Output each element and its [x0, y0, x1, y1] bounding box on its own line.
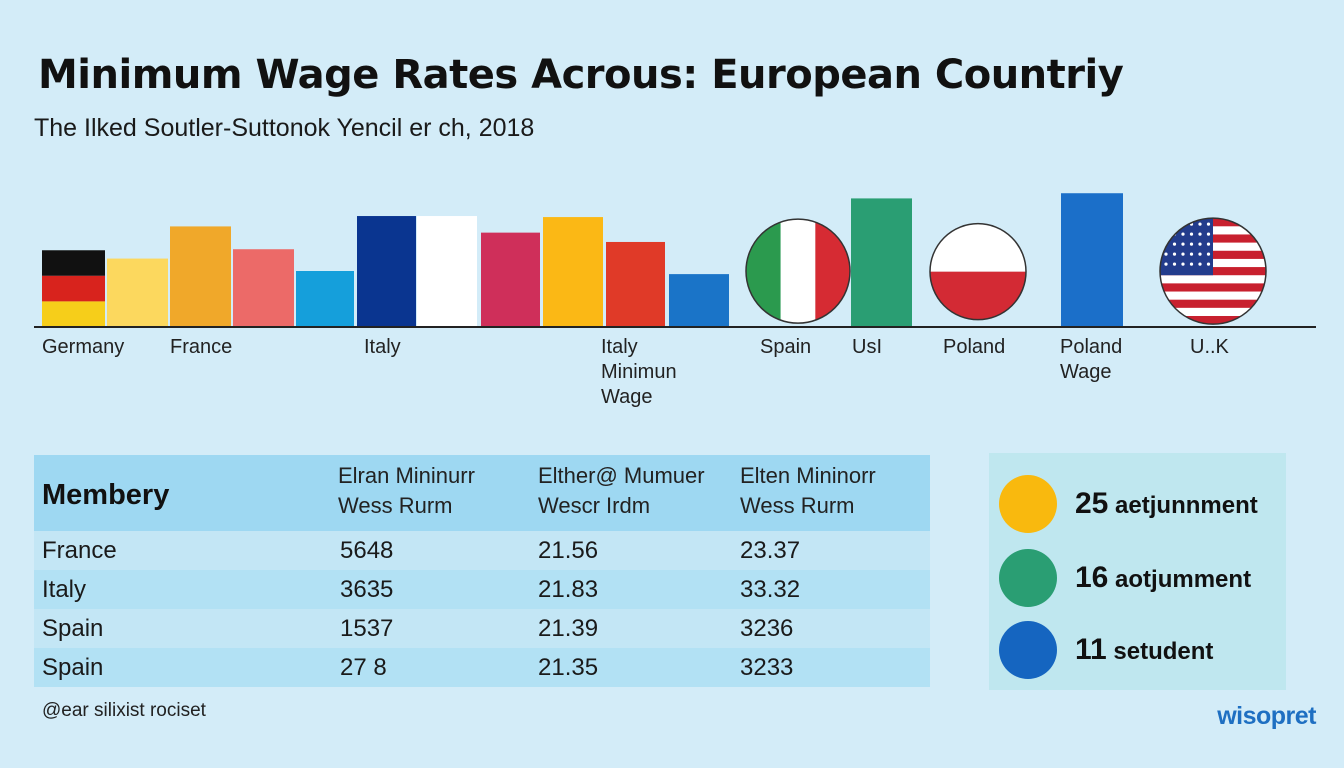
bar-1	[42, 250, 105, 327]
legend-panel: 25 aetjunnment 16 aotjumment 11 setudent	[989, 453, 1286, 690]
table-cell: Spain	[42, 654, 104, 681]
table-cell: 21.56	[538, 537, 599, 564]
bar-8	[481, 232, 540, 327]
legend-item: 11 setudent	[999, 621, 1279, 681]
table-cell: 3236	[740, 615, 794, 642]
table-header-col-1: Elran Mininurr Wess Rurm	[338, 463, 475, 518]
bar-2	[107, 258, 168, 327]
category-label-1: Germany	[42, 336, 125, 358]
table-cell: 3233	[740, 654, 794, 681]
bar-16	[1159, 217, 1267, 325]
bar-7	[417, 216, 477, 327]
table-header-col-2: Elther@ Mumuer Wescr Irdm	[538, 463, 705, 518]
table-header-membery: Membery	[42, 479, 170, 511]
table-cell: France	[42, 537, 117, 564]
category-label-2: France	[170, 336, 233, 358]
table-row: France 5648 21.56 23.37	[34, 531, 930, 570]
table-cell: 33.32	[740, 576, 801, 603]
bar-chart	[34, 193, 1316, 328]
table-cell: 23.37	[740, 537, 801, 564]
bar-12	[745, 218, 851, 324]
chart-title: Minimum Wage Rates Acrous: European Coun…	[38, 52, 1124, 98]
bar-13	[851, 198, 912, 327]
bar-4	[233, 249, 294, 327]
table-cell: 21.39	[538, 615, 599, 642]
legend-number: 16	[1075, 561, 1109, 594]
legend-label: aetjunnment	[1115, 492, 1258, 519]
legend-item: 16 aotjumment	[999, 549, 1279, 609]
bar-10	[606, 241, 665, 327]
table-cell: 3635	[340, 576, 394, 603]
category-label-4: Italy Minimun Wage	[601, 336, 677, 408]
yellow-dot-icon	[999, 475, 1057, 533]
legend-number: 25	[1075, 487, 1109, 520]
table-cell: Italy	[42, 576, 87, 603]
wage-table: Membery Elran Mininurr Wess Rurm Elther@…	[34, 455, 930, 687]
bar-11	[669, 274, 729, 327]
legend-label: setudent	[1113, 638, 1214, 665]
bar-3	[170, 226, 231, 327]
legend-item: 25 aetjunnment	[999, 475, 1279, 535]
brand-logo: wisopret	[1217, 702, 1316, 730]
table-header-col-3: Elten Mininorr Wess Rurm	[740, 463, 876, 518]
legend-number: 11	[1075, 633, 1107, 666]
category-label-5: Spain	[760, 336, 812, 358]
table-cell: 21.83	[538, 576, 599, 603]
bar-15	[1061, 193, 1123, 327]
bar-14	[929, 222, 1027, 321]
category-label-9: U..K	[1190, 336, 1229, 358]
footer-note: @ear silixist rociset	[42, 700, 206, 721]
table-cell: Spain	[42, 615, 104, 642]
category-label-7: Poland	[943, 336, 1006, 358]
green-dot-icon	[999, 549, 1057, 607]
table-cell: 1537	[340, 615, 394, 642]
category-label-8: Poland Wage	[1060, 336, 1123, 383]
legend-label: aotjumment	[1115, 566, 1252, 593]
category-label-3: Italy	[364, 336, 401, 358]
blue-dot-icon	[999, 621, 1057, 679]
table-row: Spain 27 8 21.35 3233	[34, 648, 930, 687]
bar-6	[357, 216, 416, 327]
table-row: Spain 1537 21.39 3236	[34, 609, 930, 648]
bar-5	[296, 271, 354, 327]
table-cell: 27 8	[340, 654, 387, 681]
table-row: Italy 3635 21.83 33.32	[34, 570, 930, 609]
table-cell: 5648	[340, 537, 394, 564]
bar-9	[543, 217, 603, 327]
table-cell: 21.35	[538, 654, 599, 681]
table-header: Membery Elran Mininurr Wess Rurm Elther@…	[34, 455, 930, 531]
chart-subtitle: The Ilked Soutler-Suttonok Yencil er ch,…	[34, 114, 535, 142]
category-label-6: UsI	[852, 336, 882, 358]
